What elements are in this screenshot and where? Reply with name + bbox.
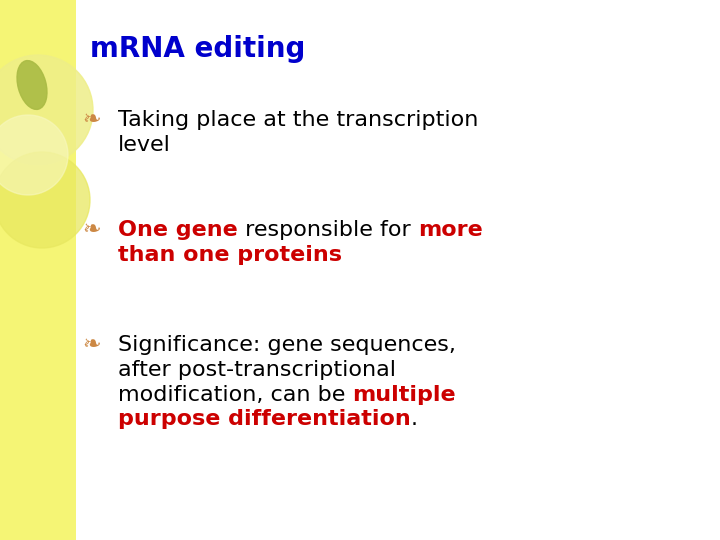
Text: than one proteins: than one proteins — [118, 245, 342, 265]
Bar — [0, 0, 76, 540]
Text: more: more — [418, 220, 482, 240]
Text: level: level — [118, 135, 171, 155]
Text: Taking place at the transcription: Taking place at the transcription — [118, 110, 478, 130]
Text: modification, can be: modification, can be — [118, 384, 353, 404]
Text: ❧: ❧ — [82, 335, 101, 355]
Ellipse shape — [17, 60, 47, 110]
Text: ❧: ❧ — [82, 110, 101, 130]
Circle shape — [0, 55, 93, 165]
Text: purpose differentiation: purpose differentiation — [118, 409, 410, 429]
Text: Significance: gene sequences,: Significance: gene sequences, — [118, 335, 456, 355]
Circle shape — [0, 115, 68, 195]
Text: after post-transcriptional: after post-transcriptional — [118, 360, 396, 380]
Text: mRNA editing: mRNA editing — [90, 35, 305, 63]
Text: multiple: multiple — [353, 384, 456, 404]
Text: .: . — [410, 409, 418, 429]
Text: One gene: One gene — [118, 220, 238, 240]
Text: responsible for: responsible for — [238, 220, 418, 240]
Text: ❧: ❧ — [82, 220, 101, 240]
Circle shape — [0, 152, 90, 248]
